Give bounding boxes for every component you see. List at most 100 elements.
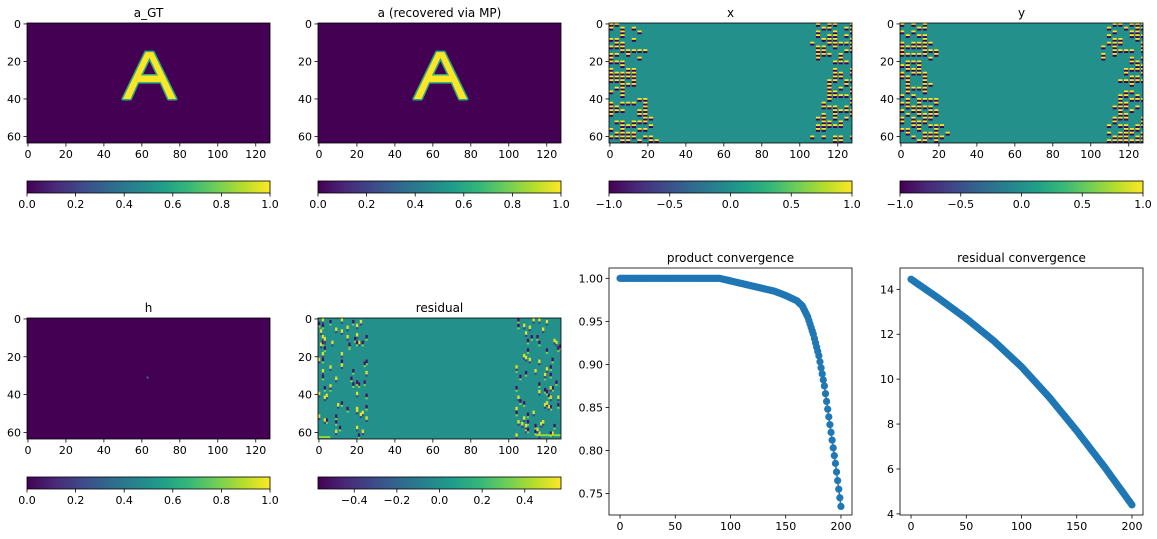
stripe — [815, 54, 821, 57]
residual-dot — [559, 348, 561, 351]
stripe — [614, 75, 619, 78]
colorbar-tick-label: 1.0 — [552, 198, 570, 211]
stripe — [922, 118, 927, 121]
stripe — [833, 114, 838, 117]
stripe — [917, 69, 922, 72]
stripe — [827, 98, 832, 100]
stripe — [934, 135, 939, 138]
x-tick-label: 80 — [464, 444, 478, 457]
stripe — [1141, 81, 1143, 83]
residual-dot — [323, 350, 326, 353]
stripe — [609, 107, 614, 110]
stripe — [620, 36, 625, 38]
residual-dot — [323, 342, 326, 345]
residual-dot — [536, 431, 539, 434]
stripe — [637, 129, 642, 132]
stripe — [911, 45, 916, 48]
colorbar-tick-label: 1.0 — [843, 198, 861, 211]
stripe — [833, 126, 838, 128]
stripe — [620, 128, 625, 130]
stripe — [631, 51, 636, 53]
residual-dot — [323, 418, 326, 422]
residual-dot — [538, 359, 541, 363]
stripe — [620, 135, 625, 138]
stripe — [1124, 114, 1129, 117]
stripe — [844, 109, 849, 112]
stripe — [905, 68, 910, 70]
residual-dot — [523, 357, 526, 360]
stripe — [1118, 23, 1123, 25]
stripe — [838, 122, 843, 125]
stripe — [844, 60, 849, 63]
stripe — [934, 126, 939, 128]
stripe — [1135, 38, 1140, 40]
stripe — [1106, 141, 1112, 143]
residual-dot — [340, 329, 344, 333]
data-point — [827, 428, 835, 436]
x-tick-label: 60 — [1008, 148, 1022, 161]
colorbar-tick-label: −1.0 — [887, 198, 914, 211]
stripe — [614, 105, 619, 108]
x-tick-label: 60 — [426, 444, 440, 457]
stripe — [821, 47, 826, 50]
x-tick-label: 20 — [59, 148, 73, 161]
stripe — [928, 107, 933, 110]
stripe — [1129, 62, 1134, 65]
residual-dot — [551, 431, 554, 435]
stripe — [609, 56, 614, 59]
stripe — [911, 122, 916, 125]
heatmap-image — [318, 23, 561, 143]
stripe — [614, 62, 619, 65]
data-point — [835, 485, 843, 493]
stripe — [614, 41, 619, 44]
colorbar-tick-label: −0.4 — [341, 494, 368, 507]
stripe — [614, 109, 619, 112]
colorbar-tick-label: −0.2 — [384, 494, 411, 507]
residual-dot — [355, 336, 359, 339]
residual-dot — [553, 342, 556, 345]
stripe — [917, 43, 922, 46]
x-tick-label: 50 — [668, 520, 682, 533]
stripe — [928, 83, 933, 85]
residual-dot — [515, 414, 518, 417]
residual-dot — [365, 370, 368, 375]
stripe — [1124, 81, 1129, 83]
y-tick-label: 40 — [7, 93, 21, 106]
stripe — [900, 101, 905, 104]
residual-dot — [335, 414, 338, 418]
residual-dot — [321, 318, 325, 322]
residual-dot — [557, 346, 560, 350]
stripe — [654, 141, 659, 143]
residual-dot — [361, 340, 364, 345]
stripe — [900, 54, 905, 57]
residual-dot — [323, 399, 326, 402]
y-tick-label: 20 — [298, 55, 312, 68]
heatmap-image — [900, 23, 1143, 143]
stripe — [827, 84, 832, 87]
residual-dot — [543, 403, 547, 407]
data-point — [826, 421, 834, 429]
stripe — [821, 135, 826, 138]
residual-dot — [318, 321, 321, 326]
stripe — [934, 49, 939, 52]
residual-dot — [524, 335, 528, 337]
stripe — [844, 105, 849, 108]
stripe — [620, 75, 625, 78]
stripe — [1129, 131, 1134, 134]
stripe — [626, 54, 631, 57]
residual-dot — [321, 323, 325, 328]
stripe — [900, 47, 905, 50]
stripe — [838, 139, 843, 142]
stripe — [1141, 133, 1143, 136]
residual-dot — [335, 433, 338, 436]
chart-title: a (recovered via MP) — [378, 6, 502, 20]
stripe — [821, 137, 826, 140]
stripe — [833, 77, 838, 80]
residual-dot — [340, 355, 344, 358]
stripe — [637, 109, 642, 112]
stripe — [922, 26, 927, 29]
x-tick-label: 120 — [1118, 148, 1139, 161]
residual-dot — [543, 391, 547, 394]
stripe — [821, 129, 826, 132]
stripe — [900, 45, 905, 48]
